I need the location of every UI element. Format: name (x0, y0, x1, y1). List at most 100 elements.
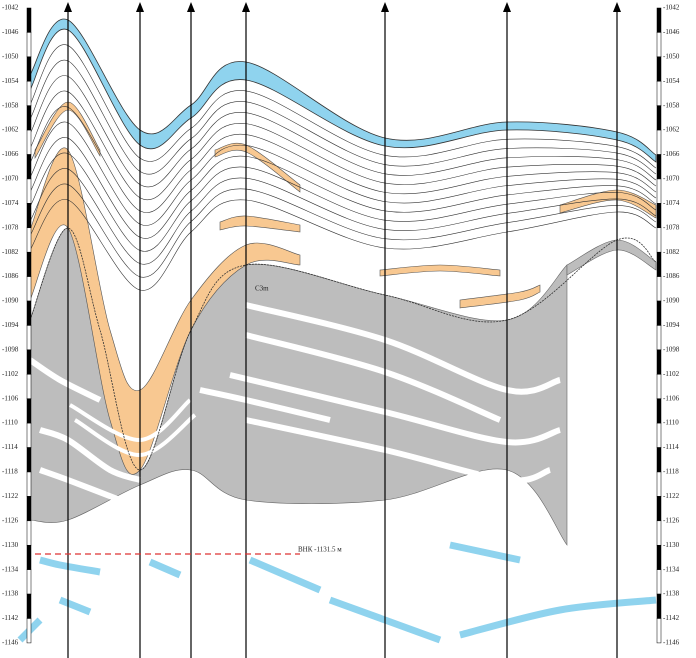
scale-bar (26, 325, 32, 351)
depth-label: -1046 (663, 28, 680, 36)
boundary-line (29, 152, 657, 252)
depth-label: -1050 (2, 52, 19, 60)
scale-bar (656, 32, 662, 58)
lens (28, 357, 102, 403)
depth-label: -1070 (663, 175, 680, 183)
scale-bar (26, 471, 32, 497)
depth-label: -1062 (663, 126, 680, 134)
scale-bar (26, 276, 32, 302)
depth-label: -1114 (2, 443, 18, 451)
depth-scale: -1042 -1042 -1046 -1046 -1050 -1050 -1054 -1054… (2, 4, 680, 647)
depth-label: -1058 (663, 101, 680, 109)
boundary-line (29, 137, 657, 239)
lens (245, 302, 561, 395)
scale-bar (656, 129, 662, 155)
orange-layer (559, 189, 657, 219)
well-arrow (136, 2, 144, 12)
blue-layer (29, 18, 657, 163)
depth-label: -1110 (2, 419, 18, 427)
scale-bar (26, 32, 32, 58)
depth-label: -1046 (2, 28, 19, 36)
depth-label: -1118 (663, 468, 679, 476)
depth-label: -1102 (2, 370, 19, 378)
depth-label: -1086 (2, 272, 19, 280)
depth-label: -1078 (663, 223, 680, 231)
depth-label: -1122 (663, 492, 680, 500)
depth-label: -1098 (2, 345, 19, 353)
scale-bar (26, 349, 32, 375)
depth-label: -1058 (2, 101, 19, 109)
depth-label: -1126 (2, 516, 19, 524)
well-arrow (242, 2, 250, 12)
scale-bar (26, 227, 32, 253)
depth-label: -1070 (2, 175, 19, 183)
depth-label: -1066 (663, 150, 680, 158)
depth-label: -1114 (663, 443, 679, 451)
scale-bar (26, 593, 32, 619)
scale-bar (26, 56, 32, 82)
contact-label: ВНК -1131.5 м (298, 546, 342, 554)
depth-label: -1106 (663, 394, 680, 402)
boundary-line (29, 183, 657, 278)
depth-label: -1098 (663, 345, 680, 353)
depth-label: -1074 (2, 199, 19, 207)
depth-label: -1102 (663, 370, 680, 378)
scale-bar (26, 374, 32, 399)
well-arrow (187, 2, 195, 12)
scale-bar (656, 300, 662, 326)
blue-lens (39, 556, 101, 576)
depth-label: -1094 (663, 321, 680, 329)
orange-layer (219, 215, 301, 233)
well-arrow (381, 2, 389, 12)
depth-label: -1086 (663, 272, 680, 280)
scale-bar (656, 544, 662, 570)
blue-lens (58, 596, 92, 616)
scale-bar (26, 422, 32, 448)
boundary-line (29, 168, 657, 265)
scale-bar (656, 56, 662, 82)
layers (17, 18, 657, 644)
unconformity (29, 227, 657, 471)
depth-label: -1138 (663, 590, 680, 598)
scale-bar (26, 154, 32, 180)
scale-bar (656, 251, 662, 277)
well-arrow (64, 2, 72, 12)
depth-label: -1138 (2, 590, 19, 598)
blue-lens (449, 541, 521, 564)
depth-label: -1142 (2, 614, 19, 622)
depth-label: -1082 (663, 248, 680, 256)
wells (64, 2, 621, 658)
scale-bar (656, 618, 662, 644)
scale-bar (656, 203, 662, 229)
scale-bar (26, 398, 32, 424)
scale-bar (656, 520, 662, 546)
depth-label: -1078 (2, 223, 19, 231)
scale-bar (26, 569, 32, 595)
depth-label: -1090 (2, 297, 19, 305)
scale-bar (656, 422, 662, 448)
blue-lens (148, 558, 182, 579)
depth-label: -1054 (663, 77, 680, 85)
depth-label: -1134 (663, 565, 680, 573)
orange-layer (29, 147, 301, 475)
scale-bar (656, 81, 662, 106)
depth-label: -1130 (663, 541, 680, 549)
scale-bar (26, 544, 32, 570)
formation-label: C3m (255, 285, 269, 293)
scale-bar (26, 447, 32, 473)
depth-label: -1122 (2, 492, 19, 500)
scale-bar (656, 7, 662, 33)
depth-label: -1146 (2, 639, 19, 647)
scale-bar (656, 471, 662, 497)
depth-label: -1146 (663, 639, 680, 647)
scale-bar (26, 7, 32, 33)
scale-bar (656, 398, 662, 424)
scale-bar (26, 496, 32, 522)
scale-bar (26, 129, 32, 155)
depth-label: -1054 (2, 77, 19, 85)
depth-label: -1134 (2, 565, 19, 573)
lens (38, 427, 141, 483)
scale-bar (656, 496, 662, 522)
depth-label: -1126 (663, 516, 680, 524)
